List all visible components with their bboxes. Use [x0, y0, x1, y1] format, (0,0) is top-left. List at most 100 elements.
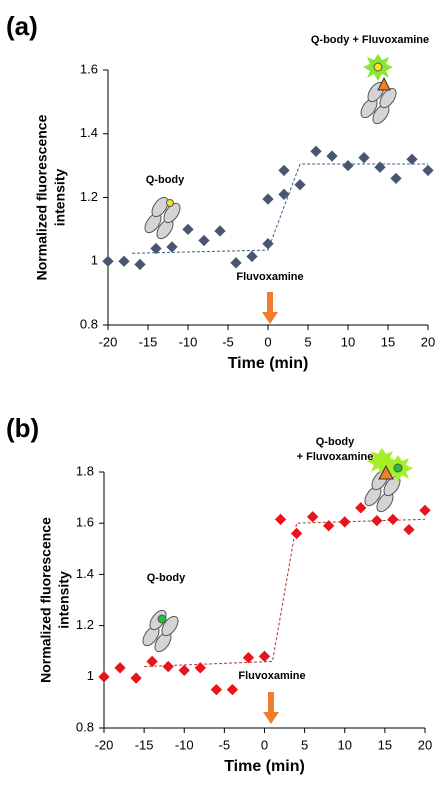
x-tick-label: 10 — [338, 737, 352, 752]
annotation: Fluvoxamine — [236, 271, 303, 283]
y-axis-title: intensity — [56, 571, 72, 629]
y-tick-label: 0.8 — [76, 719, 94, 734]
x-tick-label: 0 — [264, 334, 271, 349]
data-point — [422, 164, 434, 177]
arrow — [263, 692, 279, 724]
data-point — [278, 188, 290, 200]
data-point — [262, 193, 274, 205]
data-point — [371, 514, 383, 527]
data-point — [406, 153, 418, 165]
data-point — [294, 179, 306, 191]
data-point — [262, 238, 274, 250]
x-tick-label: -20 — [95, 737, 114, 752]
y-tick-label: 1 — [87, 668, 94, 683]
data-point — [230, 257, 242, 269]
y-axis-title: Normalized fluorescence — [34, 114, 50, 280]
data-point — [387, 513, 399, 526]
x-tick-label: 10 — [341, 334, 355, 349]
x-axis-title: Time (min) — [228, 355, 309, 372]
annotation: Q-body — [146, 174, 185, 186]
data-point — [182, 223, 194, 236]
x-tick-label: 5 — [304, 334, 311, 349]
q-body-complex-icon — [364, 448, 413, 513]
data-point — [98, 671, 110, 683]
y-tick-label: 1.2 — [76, 617, 94, 632]
x-tick-label: 0 — [261, 737, 268, 752]
data-point — [114, 662, 126, 674]
q-body-icon — [142, 609, 179, 653]
data-point — [355, 502, 367, 514]
antigen — [378, 464, 394, 480]
x-tick-label: -10 — [179, 334, 198, 349]
y-tick-label: 1.4 — [80, 125, 98, 140]
data-point — [118, 255, 130, 267]
x-tick-label: -10 — [175, 737, 194, 752]
annotation: Q-body — [316, 436, 355, 448]
data-point — [226, 683, 239, 696]
antigen — [377, 76, 391, 91]
dye — [373, 62, 383, 72]
data-point — [150, 242, 162, 255]
y-tick-label: 1.6 — [76, 515, 94, 530]
data-point — [358, 151, 370, 164]
data-point — [274, 513, 287, 526]
x-axis-title: Time (min) — [224, 758, 305, 775]
data-point — [210, 683, 223, 696]
q-body-icon — [144, 196, 181, 240]
trend-line — [144, 518, 426, 668]
data-point — [390, 172, 402, 185]
dye — [393, 463, 403, 473]
panel-label: (b) — [6, 413, 39, 443]
y-tick-label: 1.4 — [76, 566, 94, 581]
icon-part — [161, 615, 179, 637]
q-body-complex-icon — [360, 54, 397, 125]
data-point — [162, 660, 174, 673]
trend-line — [131, 163, 428, 254]
data-point — [146, 655, 158, 668]
icon-part — [151, 196, 169, 218]
y-tick-label: 1 — [91, 253, 98, 268]
data-point — [278, 164, 290, 177]
arrow — [262, 292, 278, 324]
y-tick-label: 1.2 — [80, 189, 98, 204]
data-point — [290, 527, 303, 540]
x-tick-label: -20 — [99, 334, 118, 349]
annotation: Q-body — [147, 572, 186, 584]
y-tick-label: 1.6 — [80, 61, 98, 76]
data-point — [342, 159, 354, 172]
data-point — [242, 651, 255, 664]
data-point — [374, 161, 386, 173]
y-axis-title: Normalized fluorescence — [38, 517, 54, 683]
y-axis-title: intensity — [52, 169, 68, 227]
y-tick-label: 0.8 — [80, 316, 98, 331]
x-tick-label: -15 — [135, 737, 154, 752]
x-tick-label: 15 — [378, 737, 392, 752]
x-tick-label: 5 — [301, 737, 308, 752]
dye — [166, 199, 174, 207]
data-point — [323, 520, 335, 532]
data-point — [246, 250, 258, 263]
x-tick-label: 20 — [418, 737, 432, 752]
panel-label: (a) — [6, 11, 38, 41]
data-point — [310, 145, 322, 157]
data-point — [198, 234, 210, 247]
x-tick-label: -15 — [139, 334, 158, 349]
data-point — [403, 523, 415, 536]
x-tick-label: -5 — [219, 737, 231, 752]
annotation: + Fluvoxamine — [297, 451, 374, 463]
data-point — [339, 516, 351, 528]
data-point — [166, 241, 178, 253]
data-point — [178, 664, 190, 677]
data-point — [102, 255, 114, 267]
data-point — [130, 672, 142, 684]
data-point — [258, 650, 271, 662]
data-point — [214, 225, 226, 237]
x-tick-label: 20 — [421, 334, 435, 349]
data-point — [134, 258, 146, 271]
y-tick-label: 1.8 — [76, 463, 94, 478]
data-point — [326, 150, 338, 162]
data-point — [419, 504, 431, 517]
x-tick-label: 15 — [381, 334, 395, 349]
annotation: Fluvoxamine — [238, 670, 305, 682]
icon-part — [379, 87, 397, 109]
